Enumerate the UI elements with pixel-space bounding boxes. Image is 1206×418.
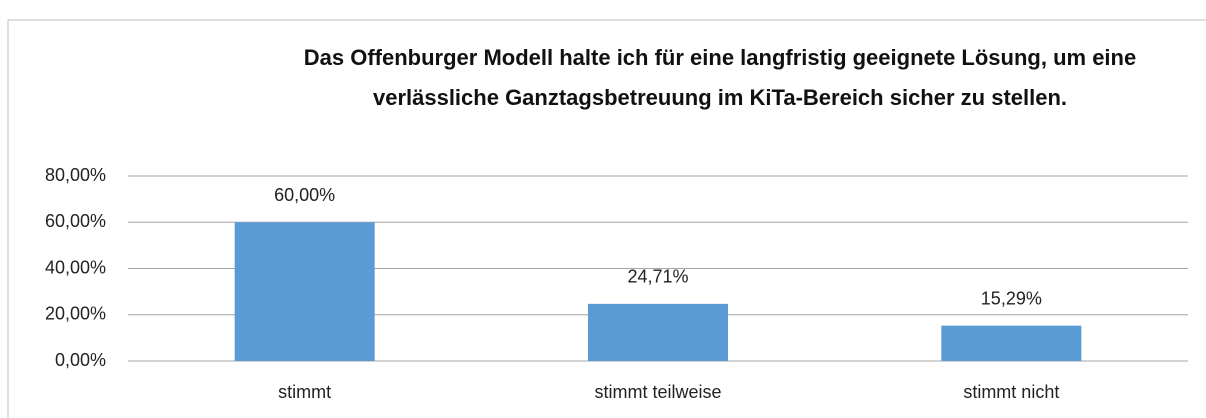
- y-tick-label: 40,00%: [45, 257, 106, 277]
- data-label: 60,00%: [274, 185, 335, 205]
- bar: [941, 325, 1082, 361]
- y-tick-label: 20,00%: [45, 304, 106, 324]
- y-tick-label: 60,00%: [45, 211, 106, 231]
- bar: [588, 303, 728, 361]
- chart-title: Das Offenburger Modell halte ich für ein…: [303, 45, 1137, 110]
- x-tick-label: stimmt nicht: [963, 382, 1059, 402]
- x-tick-label: stimmt: [278, 382, 331, 402]
- bar: [234, 222, 375, 361]
- y-tick-label: 80,00%: [45, 165, 106, 185]
- data-label: 15,29%: [981, 288, 1042, 308]
- x-tick-label: stimmt teilweise: [594, 382, 721, 402]
- y-tick-label: 0,00%: [55, 350, 106, 370]
- chart-frame: [7, 19, 1206, 418]
- data-label: 24,71%: [627, 267, 688, 287]
